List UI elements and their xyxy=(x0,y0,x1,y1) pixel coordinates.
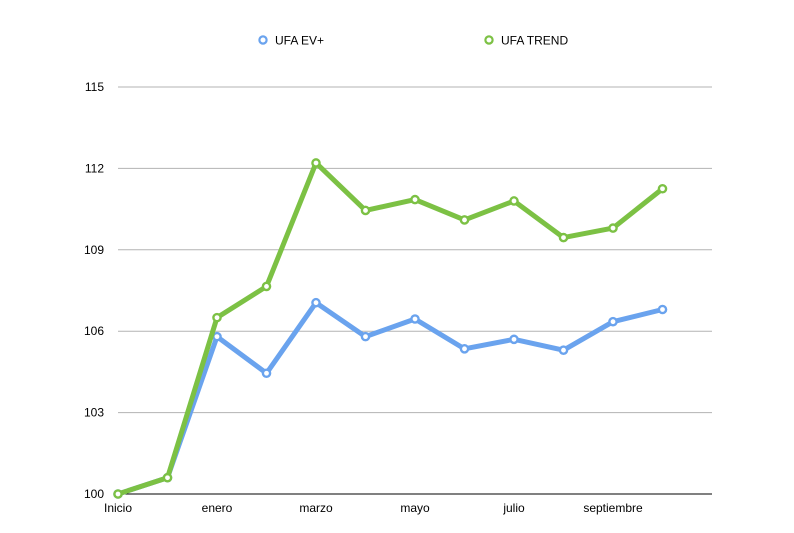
data-point xyxy=(608,316,618,327)
axis-layer: 100 103 106 109 112 115 Inicio enero marzo mayo ju… xyxy=(84,80,712,515)
x-tick-label: enero xyxy=(202,501,233,515)
legend-marker xyxy=(258,35,268,45)
data-point xyxy=(509,334,519,345)
x-tick-label: julio xyxy=(502,501,525,515)
data-point xyxy=(162,472,173,483)
y-tick-label: 100 xyxy=(84,487,104,501)
x-tick-label: marzo xyxy=(299,501,333,515)
legend-label: UFA EV+ xyxy=(275,34,324,48)
data-point xyxy=(212,312,222,323)
data-point xyxy=(459,344,470,354)
series-line-ufa-trend xyxy=(115,160,665,497)
data-point xyxy=(410,194,420,205)
data-point xyxy=(558,232,569,243)
x-tick-label: Inicio xyxy=(104,501,132,515)
data-point xyxy=(608,223,618,233)
data-point xyxy=(360,205,371,216)
data-point xyxy=(410,314,420,324)
x-tick-label: mayo xyxy=(400,501,430,515)
y-tick-label: 112 xyxy=(85,161,104,175)
legend-label: UFA TREND xyxy=(501,34,568,48)
y-tick-label: 115 xyxy=(85,80,104,94)
data-point xyxy=(360,331,371,342)
legend: UFA EV+ UFA TREND xyxy=(258,34,568,48)
y-tick-label: 106 xyxy=(84,324,104,338)
legend-marker xyxy=(484,35,494,45)
series-line-ufa-ev xyxy=(115,300,665,497)
data-point xyxy=(261,281,272,292)
series-layer xyxy=(113,158,668,499)
x-tick-label: septiembre xyxy=(583,501,643,515)
data-point xyxy=(558,345,569,355)
data-point xyxy=(261,368,272,379)
data-point xyxy=(311,297,321,308)
data-point xyxy=(509,196,519,206)
y-tick-label: 109 xyxy=(84,243,104,257)
y-tick-label: 103 xyxy=(84,406,104,420)
data-point xyxy=(311,158,321,168)
grid-layer xyxy=(118,86,712,414)
data-point xyxy=(657,304,668,315)
data-point xyxy=(657,183,668,194)
data-point xyxy=(113,489,123,499)
data-point xyxy=(459,215,470,225)
